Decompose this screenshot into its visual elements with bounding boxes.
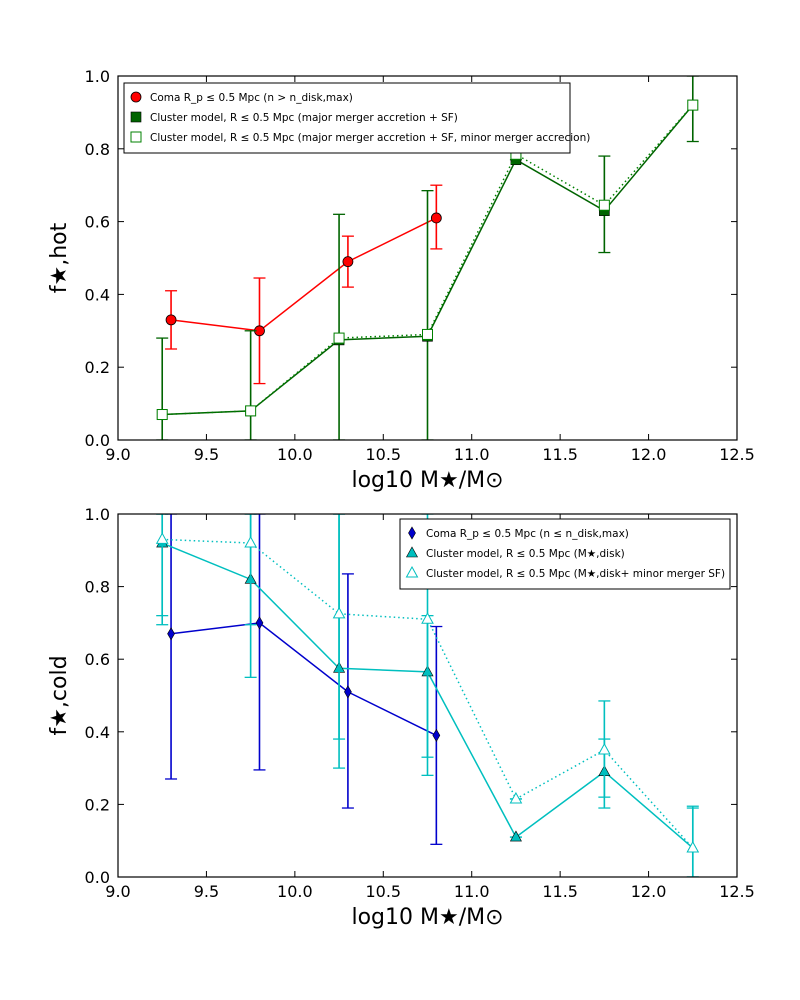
legend-box: [399, 518, 731, 590]
x-tick-label: 12.5: [719, 445, 755, 464]
legend-label: Coma R_p ≤ 0.5 Mpc (n ≤ n_disk,max): [426, 528, 629, 540]
legend-marker: [405, 546, 419, 558]
series-0: [165, 184, 443, 385]
data-point: [156, 409, 168, 421]
legend: Coma R_p ≤ 0.5 Mpc (n ≤ n_disk,max) Clust…: [399, 518, 731, 590]
x-tick-label: 10.5: [365, 445, 401, 464]
x-tick-label: 12.0: [631, 882, 667, 901]
x-tick-label: 12.0: [631, 445, 667, 464]
plot-frame: [117, 513, 738, 878]
legend-marker: [130, 131, 142, 143]
x-axis-label: log10 M★/M⊙: [351, 905, 503, 930]
legend-label: Cluster model, R ≤ 0.5 Mpc (M★,disk): [426, 548, 625, 560]
plot-area: [156, 76, 699, 440]
y-tick-label: 0.0: [85, 431, 110, 450]
x-tick-label: 9.0: [105, 445, 130, 464]
data-point: [333, 332, 345, 344]
x-tick-label: 11.0: [454, 882, 490, 901]
x-tick-label: 10.5: [365, 882, 401, 901]
data-point: [421, 612, 434, 624]
legend-marker: [405, 565, 419, 578]
x-tick-label: 12.5: [719, 882, 755, 901]
legend-marker: [130, 111, 142, 123]
y-tick-label: 0.6: [85, 650, 110, 669]
legend-label: Cluster model, R ≤ 0.5 Mpc (major merger…: [150, 132, 590, 144]
plot-frame: [117, 75, 738, 441]
x-tick-label: 11.5: [542, 445, 578, 464]
y-tick-label: 0.2: [85, 358, 110, 377]
data-point: [598, 199, 610, 211]
data-point: [430, 212, 442, 224]
data-point: [344, 685, 352, 699]
y-axis-label: f★,cold: [47, 655, 72, 735]
x-axis-label: log10 M★/M⊙: [351, 468, 503, 493]
x-tick-label: 9.5: [194, 445, 219, 464]
series-0: [165, 514, 443, 845]
data-point: [432, 728, 441, 743]
legend: Coma R_p ≤ 0.5 Mpc (n > n_disk,max) Clust…: [123, 82, 590, 154]
plot-area: [155, 514, 700, 877]
y-axis-label: f★,hot: [47, 222, 72, 293]
x-tick-label: 10.0: [277, 445, 313, 464]
y-tick-label: 0.8: [85, 140, 110, 159]
data-point: [255, 616, 264, 630]
data-point: [342, 256, 354, 268]
data-point: [509, 791, 523, 804]
data-point: [687, 99, 699, 111]
series-line: [170, 217, 437, 332]
legend-label: Cluster model, R ≤ 0.5 Mpc (major merger…: [150, 112, 458, 124]
data-point: [244, 536, 257, 548]
legend-label: Coma R_p ≤ 0.5 Mpc (n > n_disk,max): [150, 92, 353, 104]
y-tick-label: 1.0: [85, 505, 110, 524]
y-tick-label: 0.0: [85, 868, 110, 887]
series-2: [156, 99, 699, 421]
y-tick-label: 0.2: [85, 795, 110, 814]
x-tick-label: 9.5: [194, 882, 219, 901]
y-tick-label: 0.6: [85, 213, 110, 232]
x-tick-label: 9.0: [105, 882, 130, 901]
data-point: [686, 840, 700, 853]
data-point: [422, 328, 433, 340]
series-line: [170, 622, 437, 737]
data-point: [165, 314, 177, 326]
y-tick-label: 0.8: [85, 578, 110, 597]
panel-hot-fraction: 9.0 9.5 10.0 10.5 11.0 11.5 12.0 12.5 0.0 0.2 0.4 0…: [47, 67, 755, 493]
legend-label: Cluster model, R ≤ 0.5 Mpc (M★,disk+ min…: [426, 568, 725, 580]
y-tick-label: 1.0: [85, 67, 110, 86]
panel-cold-fraction: 9.0 9.5 10.0 10.5 11.0 11.5 12.0 12.5 0.0 0.2 0.4 0…: [47, 505, 755, 930]
x-tick-label: 11.5: [542, 882, 578, 901]
x-tick-label: 10.0: [277, 882, 313, 901]
legend-box: [123, 82, 571, 154]
y-tick-label: 0.4: [85, 723, 110, 742]
data-point: [332, 606, 346, 619]
data-point: [509, 830, 522, 842]
data-point: [245, 405, 257, 417]
data-point: [598, 742, 611, 755]
legend-marker: [408, 526, 416, 540]
data-point: [155, 532, 169, 544]
x-tick-label: 11.0: [454, 445, 490, 464]
legend-marker: [130, 91, 142, 103]
data-point: [167, 627, 175, 641]
y-tick-label: 0.4: [85, 285, 110, 304]
